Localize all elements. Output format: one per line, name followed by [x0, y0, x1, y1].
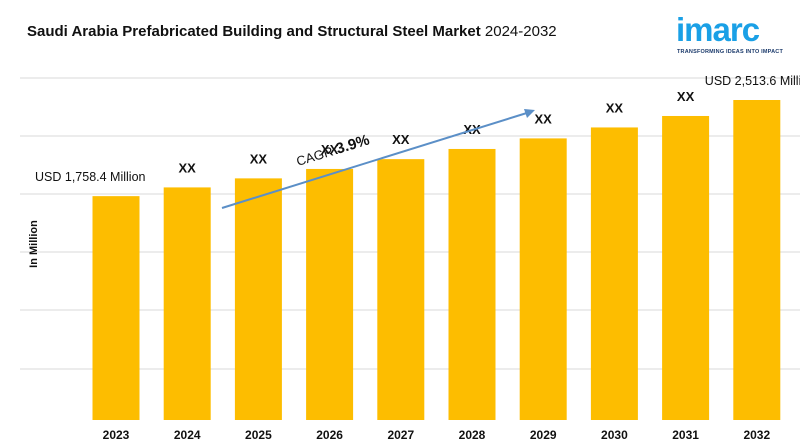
- data-label-2032: USD 2,513.6 Million: [705, 74, 800, 88]
- bar-2027: [377, 159, 425, 420]
- chart-title: Saudi Arabia Prefabricated Building and …: [27, 23, 557, 40]
- bar-2030: [590, 127, 638, 421]
- y-axis-label: In Million: [28, 220, 40, 268]
- bar-2024: [163, 187, 211, 420]
- x-tick-2027: 2027: [387, 428, 414, 442]
- cagr-value: 3.9%: [334, 131, 372, 157]
- x-tick-2031: 2031: [672, 428, 699, 442]
- bar-2023: [92, 196, 140, 420]
- x-tick-2023: 2023: [103, 428, 130, 442]
- cagr-prefix: CAGR: [294, 144, 334, 169]
- logo-wordmark: imarc: [676, 11, 760, 48]
- bar-2029: [519, 138, 567, 420]
- data-label-2029: XX: [535, 111, 553, 126]
- x-tick-labels: 2023 2024 2025 2026 2027 2028 2029 2030 2031 2032: [103, 428, 771, 442]
- data-label-2023: USD 1,758.4 Million: [35, 170, 146, 184]
- bar-2025: [234, 178, 282, 420]
- bar-2032: [733, 100, 781, 420]
- logo-tagline: TRANSFORMING IDEAS INTO IMPACT: [677, 49, 784, 55]
- x-tick-2029: 2029: [530, 428, 557, 442]
- x-tick-2025: 2025: [245, 428, 272, 442]
- bar-2028: [448, 148, 496, 420]
- data-label-2025: XX: [250, 151, 268, 166]
- x-tick-2026: 2026: [316, 428, 343, 442]
- cagr-arrow: [221, 111, 531, 209]
- x-tick-2028: 2028: [459, 428, 486, 442]
- data-labels: USD 1,758.4 MillionXXXXXXXXXXXXXXXXUSD 2…: [35, 74, 800, 184]
- data-label-2031: XX: [677, 89, 695, 104]
- imarc-logo: imarc TRANSFORMING IDEAS INTO IMPACT: [676, 12, 796, 58]
- chart-title-main: Saudi Arabia Prefabricated Building and …: [27, 23, 481, 40]
- chart-title-years: 2024-2032: [484, 23, 557, 40]
- x-tick-2030: 2030: [601, 428, 628, 442]
- data-label-2026: XX: [321, 142, 339, 157]
- bar-2026: [306, 168, 354, 420]
- data-label-2024: XX: [179, 160, 197, 175]
- bar-2031: [662, 115, 710, 421]
- cagr-arrow-head: [524, 109, 535, 118]
- x-tick-2032: 2032: [743, 428, 770, 442]
- x-tick-2024: 2024: [174, 428, 201, 442]
- data-label-2030: XX: [606, 100, 624, 115]
- data-label-2027: XX: [392, 132, 410, 147]
- bars: [92, 100, 781, 421]
